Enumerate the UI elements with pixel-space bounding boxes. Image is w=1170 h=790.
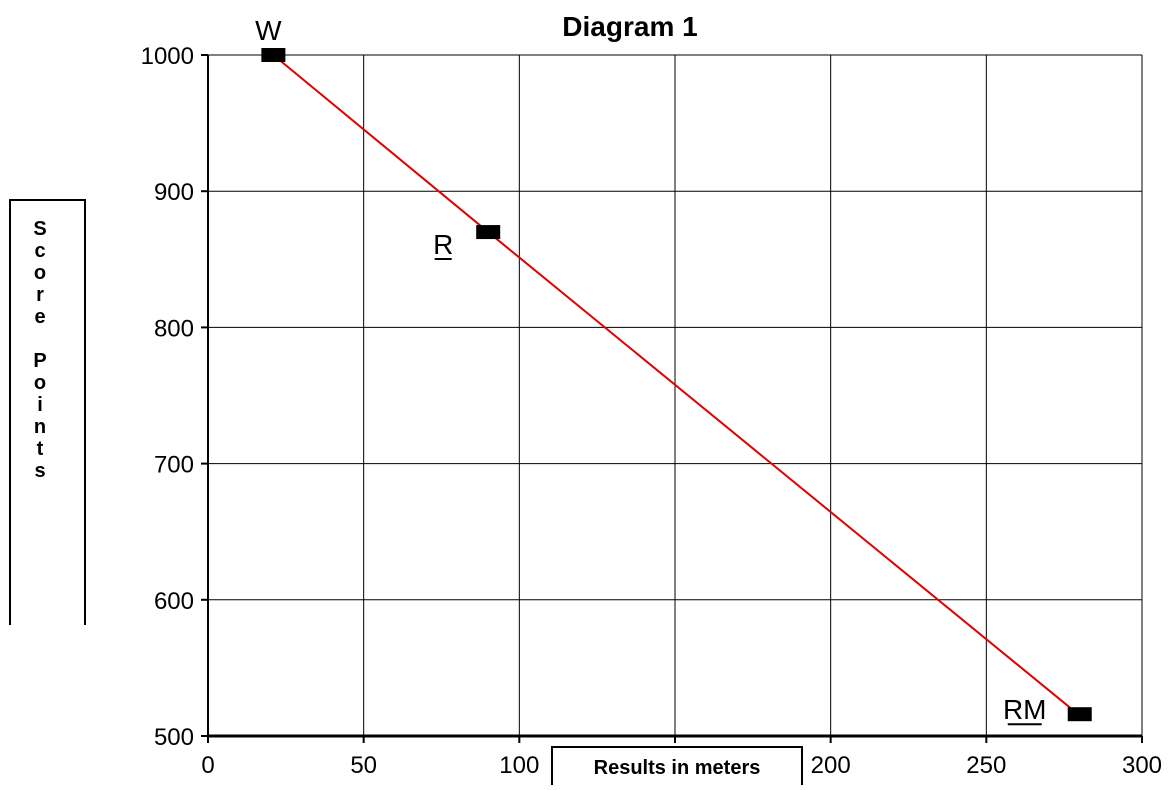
y-axis-label-letter: s xyxy=(34,460,45,482)
chart-title: Diagram 1 xyxy=(562,11,697,42)
point-label: W xyxy=(255,15,282,46)
x-tick-label: 100 xyxy=(499,752,539,779)
y-axis-label-letter: o xyxy=(34,262,46,284)
y-axis-label-letter: P xyxy=(33,350,46,372)
y-axis-label-letter: o xyxy=(34,372,46,394)
y-axis-label-letter: t xyxy=(37,438,44,460)
y-axis-label-box xyxy=(9,199,86,625)
axes: 0501001502002503005006007008009001000 xyxy=(141,43,1162,779)
data-point-marker xyxy=(1067,707,1092,722)
grid xyxy=(207,54,1143,737)
point-label: RM xyxy=(1003,694,1047,725)
x-tick-label: 250 xyxy=(966,752,1006,779)
data-point-marker xyxy=(476,225,501,240)
y-axis-label-letter: r xyxy=(36,284,44,306)
y-tick-label: 800 xyxy=(154,315,194,342)
y-axis-label-letter: n xyxy=(34,416,46,438)
data-point-marker xyxy=(261,48,286,62)
x-axis-label-box xyxy=(551,746,803,788)
y-axis-label-letter: c xyxy=(34,240,45,262)
y-tick-label: 700 xyxy=(154,452,194,479)
x-tick-label: 50 xyxy=(350,752,377,779)
series-line xyxy=(272,54,1081,717)
x-tick-label: 300 xyxy=(1122,752,1162,779)
y-axis-label-letter: e xyxy=(34,306,45,328)
y-axis-label-letter: i xyxy=(37,394,43,416)
y-tick-label: 600 xyxy=(154,588,194,615)
marker-layer: W R RM xyxy=(255,15,1092,726)
y-tick-label: 500 xyxy=(154,724,194,751)
series-layer xyxy=(272,54,1081,717)
y-tick-label: 1000 xyxy=(141,43,194,70)
x-axis-label: Results in meters xyxy=(594,757,761,779)
y-tick-label: 900 xyxy=(154,179,194,206)
x-tick-label: 0 xyxy=(201,752,214,779)
y-axis-label-letter: S xyxy=(33,218,46,240)
x-tick-label: 200 xyxy=(811,752,851,779)
point-label: R xyxy=(433,229,453,260)
